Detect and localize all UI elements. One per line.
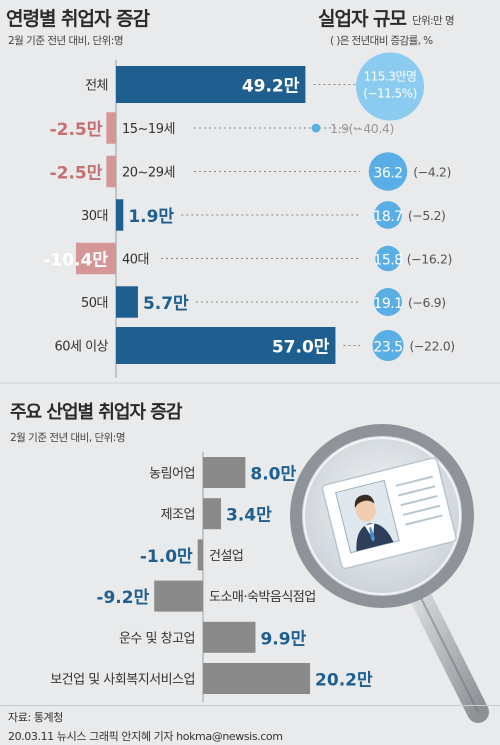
industry-bar: [154, 580, 203, 612]
unemployment-change-label: (−22.0): [410, 339, 455, 354]
age-bar: [106, 155, 116, 188]
age-value-label: 57.0만: [272, 338, 330, 358]
unemployment-change-label: (−6.9): [408, 295, 446, 310]
unemployment-value-label: 19.1: [373, 296, 402, 312]
unemployment-value-label: 36.2: [373, 166, 402, 182]
age-value-label: -2.5만: [50, 164, 103, 184]
industry-category-label: 운수 및 창고업: [119, 631, 195, 646]
unemployment-change-label: (−16.2): [407, 252, 452, 267]
industry-bar: [203, 498, 222, 530]
industry-category-label: 보건업 및 사회복지서비스업: [50, 673, 195, 688]
industry-value-label: 9.9만: [260, 629, 306, 649]
industry-value-label: 3.4만: [226, 506, 272, 526]
unemployment-change-label: (−4.2): [413, 165, 451, 180]
industry-category-label: 건설업: [209, 549, 243, 564]
unemployment-value-label: 18.7: [373, 209, 402, 225]
unemployment-bubble: [372, 329, 404, 362]
unemployment-value-label: 15.8: [373, 253, 402, 269]
age-bar: [106, 112, 116, 144]
industry-chart-subtitle: 2월 기준 전년 대비, 단위:명: [10, 432, 126, 444]
unemployment-bubble: [356, 52, 424, 121]
age-bar: [75, 242, 116, 275]
unemployment-value-label: 1.9(−40.4): [330, 121, 394, 136]
industry-value-label: -1.0만: [140, 547, 193, 567]
unemployment-note: ( )은 전년대비 증감률, %: [330, 35, 433, 47]
unemployment-value-label: 115.3만명: [364, 70, 417, 84]
industry-value-label: -9.2만: [96, 588, 149, 608]
industry-bar: [203, 457, 246, 488]
industry-chart-title: 주요 산업별 취업자 증감: [10, 402, 182, 423]
age-bar-chart: 전체 49.2만 15~19세 -2.5만 20~29세 -2.5만 30대 1.9만 40대-…: [43, 60, 360, 378]
age-value-label: 5.7만: [143, 294, 189, 314]
credit-text: 20.03.11 뉴시스 그래픽 안지혜 기자 hokma@newsis.com: [8, 730, 283, 743]
unemployment-value-label: 23.5: [373, 340, 402, 356]
unemployment-bubble: [368, 152, 408, 191]
age-category-label: 60세 이상: [54, 340, 108, 355]
age-bar: [116, 66, 306, 103]
unemployment-bubble: [374, 288, 402, 316]
industry-value-label: 8.0만: [250, 465, 296, 485]
industry-value-label: 20.2만: [315, 671, 373, 691]
age-bar: [116, 327, 336, 364]
age-chart-subtitle: 2월 기준 전년 대비, 단위:명: [8, 35, 124, 47]
unemployment-bubble: [374, 201, 402, 229]
age-category-label: 30대: [81, 209, 108, 224]
age-chart-title: 연령별 취업자 증감: [6, 8, 150, 30]
unemployment-bubble-chart: 115.3만명 (−11.5%) 1.9(−40.4) 36.2 (−4.2) 18.7 (…: [311, 52, 455, 362]
age-value-label: -2.5만: [50, 120, 103, 140]
magnifier-illustration: [290, 424, 489, 723]
source-text: 자료: 통계청: [8, 711, 64, 724]
industry-category-label: 도소매·숙박음식점업: [209, 590, 316, 605]
age-value-label: 49.2만: [242, 77, 300, 97]
age-value-label: 1.9만: [128, 207, 174, 227]
industry-bar: [197, 539, 203, 571]
unemployment-chart-title: 실업자 규모: [318, 8, 407, 30]
unemployment-bubble: [375, 245, 401, 272]
age-category-label: 20~29세: [122, 166, 175, 181]
industry-bar: [203, 663, 311, 694]
unemployment-change-label: (−11.5%): [363, 87, 417, 101]
unemployment-unit-note: 단위:만 명: [412, 15, 455, 27]
industry-bar: [203, 621, 256, 653]
age-bar: [116, 286, 138, 318]
age-bar: [116, 199, 124, 231]
age-category-label: 전체: [85, 79, 108, 94]
unemployment-change-label: (−5.2): [408, 208, 446, 223]
footer-divider: [0, 705, 500, 706]
industry-category-label: 제조업: [161, 508, 195, 523]
unemployment-bubble: [311, 123, 321, 133]
age-value-label: -10.4만: [43, 251, 108, 271]
age-category-label: 50대: [81, 296, 108, 311]
age-category-label: 15~19세: [122, 122, 175, 137]
age-category-label: 40대: [122, 253, 149, 268]
industry-category-label: 농림어업: [149, 467, 195, 482]
